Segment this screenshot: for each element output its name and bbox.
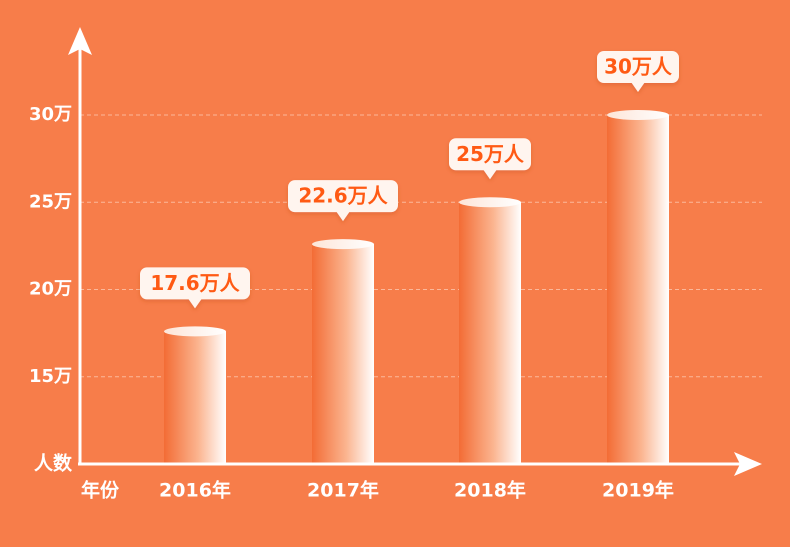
bar-cap [607,110,669,120]
data-label: 25万人 [456,142,525,166]
y-tick-labels: 15万 20万 25万 30万 [29,104,72,387]
x-axis-title: 年份 [81,479,120,502]
x-tick-label: 2018年 [454,479,526,502]
x-tick-labels: 2016年 2017年 2018年 2019年 [159,479,674,502]
y-tick-label: 25万 [29,191,72,212]
bar-2016年 [164,331,226,464]
axes: 人数 年份 [34,27,762,502]
bar-2019年 [607,115,669,464]
bar-cap [164,326,226,337]
bars [164,110,669,464]
x-tick-label: 2016年 [159,479,231,502]
bar-2018年 [459,202,521,464]
x-tick-label: 2017年 [307,479,379,502]
data-labels: 17.6万人 22.6万人 25万人 30万人 [140,51,679,309]
data-label-bubble [140,267,250,309]
bar-cap [312,239,374,250]
y-axis-arrow-icon [68,27,92,55]
y-tick-label: 20万 [29,279,72,300]
data-label: 22.6万人 [298,184,388,208]
bar-cap [459,197,521,208]
x-axis-arrow-icon [734,452,762,476]
data-label: 17.6万人 [150,271,240,295]
y-tick-label: 30万 [29,104,72,125]
y-tick-label: 15万 [29,366,72,387]
x-tick-label: 2019年 [602,479,674,502]
y-axis-title: 人数 [34,452,73,475]
data-label: 30万人 [604,55,673,79]
bar-2017年 [312,244,374,464]
data-label-bubble [449,138,531,180]
data-label-bubble [288,180,398,222]
data-label-bubble [597,51,679,92]
